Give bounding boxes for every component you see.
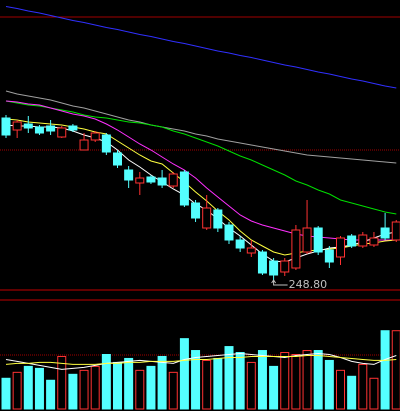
volume-bar [157,355,167,410]
moving-average [5,6,397,89]
candle-body [369,237,379,246]
volume-bar [257,350,267,410]
volume-bar [1,377,11,410]
candle-body [224,224,234,241]
candle-body [257,251,267,274]
low-label: 248.80 [289,278,328,291]
candle-body [113,152,122,166]
candle-body [302,227,312,253]
volume-bar [336,369,345,410]
volume-bar [213,357,223,410]
volume-bar [146,365,156,410]
candle-body [191,202,201,219]
candle-body [380,227,390,239]
volume-bar [324,359,334,410]
volume-bar [347,375,357,410]
volume-bar [302,350,312,410]
volume-bar [57,355,67,410]
volume-bar [34,367,44,410]
candle-body [157,177,167,186]
volume-bar [191,350,201,410]
candle-body [179,171,189,206]
volume-bar [79,369,89,410]
volume-bar [224,346,234,410]
candle-body [46,125,56,132]
candle-body [68,125,78,131]
candle-body [324,249,334,263]
moving-average [5,90,397,164]
candle-body [23,123,33,129]
volume-bar [179,338,189,410]
volume-bar [113,361,122,410]
candle-body [146,176,156,183]
volume-bar [269,365,279,410]
volume-bar [246,361,256,410]
volume-bar [23,365,33,410]
volume-bar [101,354,111,410]
moving-average [5,100,397,241]
candle-body [135,177,145,184]
low-arrow [271,279,288,286]
volume-bar [202,359,212,410]
volume-bar [313,350,323,410]
candle-body [358,234,368,247]
candle-body [269,260,279,276]
volume-bar [235,352,245,410]
volume-bar [391,330,400,410]
volume-bar [135,369,145,410]
candle-body [313,227,323,253]
price-panel: 248.80 [1,6,400,291]
volume-moving-average [5,355,397,365]
candle-body [336,237,345,258]
candle-body [391,221,400,241]
volume-bar [291,354,301,410]
candle-body [213,209,223,229]
candle-body [79,139,89,151]
candle-body [124,169,134,181]
volume-bar [46,379,56,410]
candle-body [101,134,111,153]
volume-bar [358,363,368,410]
volume-bar [12,371,22,410]
candle-body [202,207,212,229]
candle-body [347,235,357,247]
volume-bar [280,352,290,410]
volume-bar [90,365,100,410]
volume-moving-average [5,352,397,370]
volume-bar [369,377,379,410]
candle-body [235,239,245,249]
candle-body [57,127,67,138]
volume-bar [124,357,134,410]
volume-bar [68,373,78,410]
volume-panel [1,330,400,410]
moving-average [5,100,397,215]
candle-body [1,117,11,136]
candle-body [12,121,22,131]
candle-body [291,229,301,269]
candle-body [280,260,290,273]
volume-bar [168,371,178,410]
candle-body [34,126,44,134]
candle-body [246,247,256,254]
volume-bar [380,330,390,410]
candle-body [168,173,178,187]
candle-body [90,132,100,141]
